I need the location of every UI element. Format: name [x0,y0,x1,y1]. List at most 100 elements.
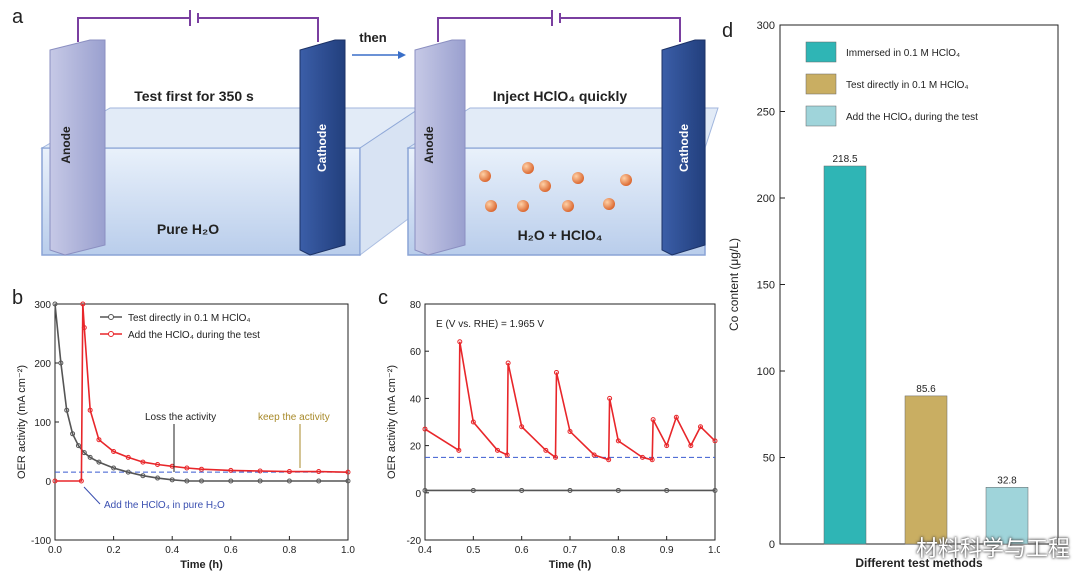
annotation-loss-activity: Loss the activity [145,412,216,423]
x-tick-label: 0.7 [563,545,577,556]
data-point [495,447,500,453]
y-tick-label: 300 [34,300,51,311]
data-point [81,325,87,331]
data-point [140,459,146,465]
data-point [553,454,558,460]
legend-swatch [805,41,837,63]
data-point [87,407,93,413]
data-point [688,443,694,449]
data-point [698,424,703,430]
data-point [615,487,621,493]
data-point [78,478,84,484]
x-axis-label: Time (h) [549,559,592,571]
electrolysis-schematic: Anode Cathode Test first for 350 s Pure … [40,10,719,256]
right-anode-plate [414,39,466,256]
data-point [712,438,718,444]
left-liquid-label: Pure H₂O [157,221,219,237]
data-point [519,487,525,493]
data-point [640,454,645,460]
data-point [228,478,234,484]
data-point [70,431,76,437]
x-tick-label: 1.0 [708,545,720,556]
x-axis-label: Time (h) [180,559,223,571]
data-point [650,417,656,423]
annotation-keep-activity: keep the activity [258,412,330,423]
data-point [664,443,670,449]
data-point [286,469,292,475]
data-point [567,487,573,493]
y-tick-label: 200 [34,359,51,370]
panel-label-b: b [12,287,24,309]
watermark: 材料科学与工程 [915,536,1070,561]
data-point [87,454,93,460]
right-cell: Anode Cathode Inject HClO₄ quickly H₂O +… [406,10,719,256]
left-cathode-plate [299,39,346,256]
data-point [606,457,612,463]
y-tick-label: -20 [407,536,422,547]
left-cathode-label: Cathode [315,124,329,172]
hclo4-particles [479,162,632,212]
y-tick-label: -100 [31,536,51,547]
chart-d: 0 50 100 150 200 250 300 Different test methods… [727,20,1059,570]
data-point [155,461,161,467]
then-label: then [359,30,387,45]
chart-b: 0.0 0.2 0.4 0.6 0.8 1.0 -100 0 100 200 300 Time (h)… [16,300,355,571]
data-point [80,301,86,307]
plot-frame [424,303,716,541]
data-point [615,438,621,444]
panel-label-a: a [12,6,24,28]
data-point [457,339,463,345]
data-point [169,477,175,483]
data-point [125,469,131,475]
annotation-arrow [83,486,101,505]
data-point [140,473,146,479]
right-anode-label: Anode [422,126,436,164]
data-point [456,447,462,453]
data-point [316,469,322,475]
data-point [257,468,263,474]
y-tick-label: 250 [757,107,775,119]
bar-value-label: 85.6 [916,384,936,395]
data-point [607,395,613,401]
data-point [591,452,597,458]
data-point [199,478,204,484]
data-point [553,369,559,375]
data-point [567,428,573,434]
legend-swatch [805,73,837,95]
x-tick-label: 0.8 [611,545,625,556]
legend-label: Add the HClO₄ during the test [846,112,978,123]
x-tick-label: 0.4 [165,545,179,556]
data-point [543,447,549,453]
data-point [155,475,161,481]
x-tick-label: 0.9 [660,545,674,556]
y-tick-label: 200 [757,193,775,205]
x-tick-label: 0.5 [466,545,480,556]
bar [823,165,867,545]
left-anode-label: Anode [59,126,73,164]
panel-label-d: d [722,20,734,42]
data-point [316,478,322,484]
x-tick-label: 0.8 [282,545,296,556]
annotation-add-hclo4: Add the HClO₄ in pure H₂O [104,500,225,511]
y-tick-label: 300 [757,20,775,32]
x-tick-label: 0.0 [48,545,62,556]
legend-label: Test directly in 0.1 M HClO₄ [846,80,968,91]
data-point [673,414,679,420]
data-point [649,457,655,463]
data-point [228,467,234,473]
y-axis-label: Co content (μg/L) [727,238,741,331]
y-tick-label: 0 [415,489,421,500]
data-point [286,478,292,484]
legend-label: Add the HClO₄ during the test [128,330,260,341]
left-anode-plate [49,39,106,256]
annotation-potential: E (V vs. RHE) = 1.965 V [436,319,544,330]
data-point [111,449,117,454]
data-point [52,478,58,484]
left-wire [77,17,190,42]
right-cathode-label: Cathode [677,124,691,172]
chart-c: 0.4 0.5 0.6 0.7 0.8 0.9 1.0 -20 0 20 40 60 80 Time (h… [386,300,720,571]
data-point [422,487,428,493]
y-tick-label: 50 [763,453,775,465]
y-axis-label: OER activity (mA cm⁻²) [386,365,398,479]
data-point [96,459,102,465]
